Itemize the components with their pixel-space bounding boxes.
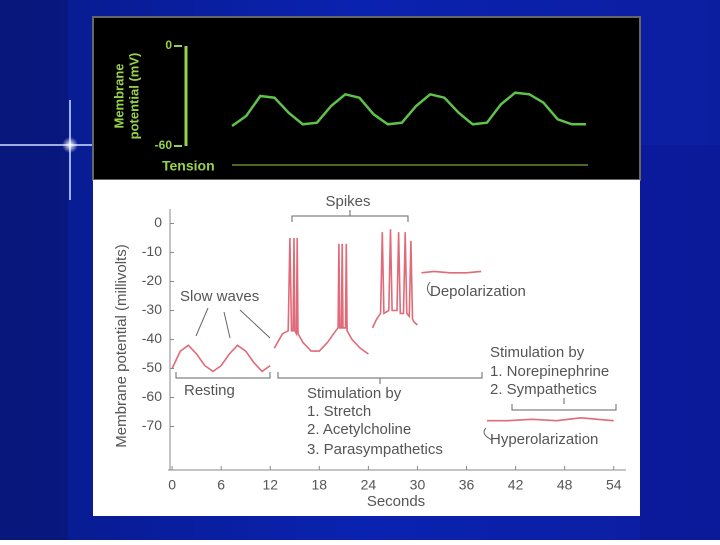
bottom-chart: 0 -10 -20 -30 -40 -50 -60 -70 0 6 12 18 24 30 36 42 48 54…	[113, 193, 626, 510]
y-tick-label: -50	[142, 359, 162, 375]
annotation: Depolarization	[430, 283, 526, 300]
side-band	[0, 0, 68, 540]
arrow	[195, 307, 271, 339]
line-series	[171, 229, 614, 422]
annotation: Stimulation by	[490, 344, 585, 361]
y-tick-label: -10	[142, 243, 162, 259]
tension-label: Tension	[162, 158, 215, 174]
annotation: Slow waves	[180, 288, 259, 305]
annotation: 1. Norepinephrine	[490, 363, 609, 380]
annotation: 3. Parasympathetics	[307, 441, 443, 458]
bracket	[511, 398, 617, 411]
annotation: 2. Acetylcholine	[307, 421, 411, 438]
x-axis-label: Seconds	[367, 493, 425, 510]
y-tick-label: -20	[142, 272, 162, 288]
y-tick-label: 0	[154, 214, 162, 230]
arrow	[483, 427, 493, 441]
top-chart: 0 -60 Membrane potential (mV) Tension	[111, 38, 588, 174]
annotation: 2. Sympathetics	[490, 381, 597, 398]
top-panel	[92, 16, 641, 181]
x-tick-label: 0	[168, 477, 176, 493]
y-tick-label: 0	[165, 38, 172, 52]
x-tick-label: 30	[410, 477, 426, 493]
x-tick-label: 42	[508, 477, 524, 493]
x-tick-label: 54	[606, 477, 622, 493]
x-tick-label: 36	[459, 477, 475, 493]
annotation: Spikes	[325, 193, 370, 210]
x-tick-label: 24	[361, 477, 377, 493]
y-tick-label: -60	[155, 138, 173, 152]
y-axis-label: potential (mV)	[126, 53, 141, 140]
annotation: 1. Stretch	[307, 403, 371, 420]
y-tick-label: -60	[142, 388, 162, 404]
annotation: Stimulation by	[307, 385, 402, 402]
bracket	[291, 210, 409, 222]
y-axis-label: Membrane potential (millivolts)	[113, 244, 130, 447]
bracket	[175, 372, 271, 379]
x-tick-label: 6	[217, 477, 225, 493]
arrow	[426, 281, 433, 297]
x-tick-label: 48	[557, 477, 573, 493]
annotation: Hyperolarization	[490, 431, 598, 448]
x-tick-label: 18	[312, 477, 328, 493]
sparkle	[62, 137, 78, 153]
y-axis-label: Membrane	[111, 63, 126, 128]
line-series	[231, 91, 586, 128]
y-tick-label: -40	[142, 330, 162, 346]
x-tick-label: 12	[262, 477, 278, 493]
annotation-arrows	[175, 210, 617, 441]
y-tick-label: -30	[142, 301, 162, 317]
y-tick-label: -70	[142, 417, 162, 433]
annotation: Resting	[184, 382, 235, 399]
right-band	[640, 145, 720, 540]
bracket	[277, 372, 483, 384]
